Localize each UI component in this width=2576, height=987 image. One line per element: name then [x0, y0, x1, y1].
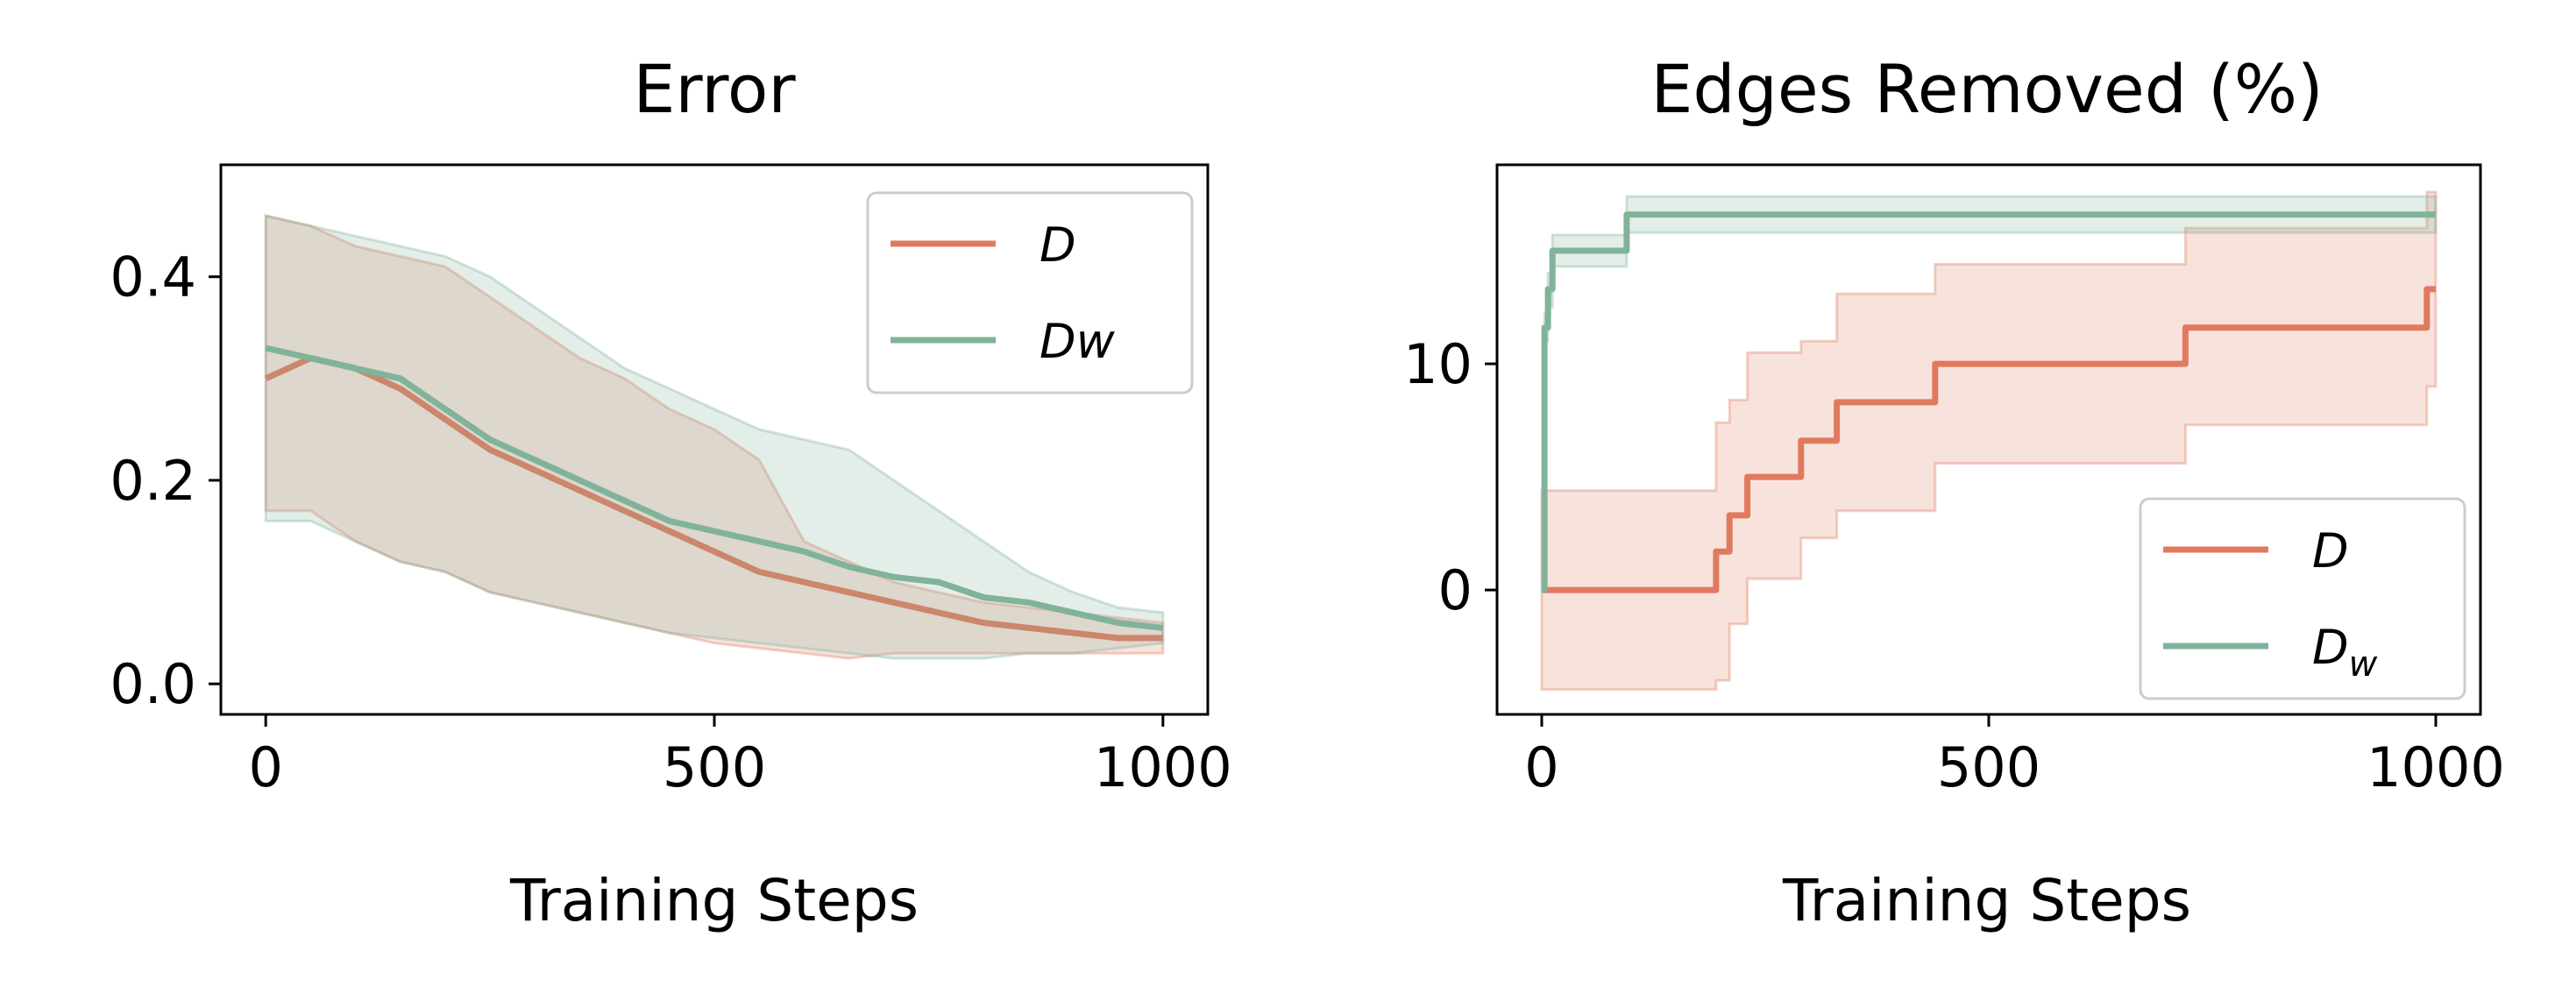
legend-box [866, 191, 1194, 394]
legend: DDw [2139, 497, 2466, 700]
series-line-dw [1541, 211, 2436, 593]
y-tick-label: 0.0 [110, 652, 196, 716]
x-tick-label: 1000 [2367, 735, 2505, 799]
legend: D Dw [866, 191, 1194, 394]
y-tick-label: 0 [1438, 558, 1473, 622]
edges-removed-x-axis-label: Training Steps [1782, 867, 2191, 934]
edges-removed-panel: Edges Removed (%) Training Steps 0 500 100… [1403, 50, 2505, 934]
error-x-axis-label: Training Steps [509, 867, 919, 934]
legend-box [2139, 497, 2466, 700]
series-band-dw [264, 214, 1165, 660]
y-tick-label: 10 [1403, 332, 1473, 396]
series-band-d [264, 214, 1165, 660]
legend-label: D [2312, 523, 2349, 579]
plot-area [264, 214, 1165, 660]
series-line-d [1542, 286, 2436, 593]
legend-label: D [1040, 217, 1076, 273]
error-panel: Error Training Steps 0 500 1000 0.0 0.2 0.4 DD… [110, 50, 1231, 934]
x-tick-label: 0 [1524, 735, 1558, 799]
x-tick-label: 0 [248, 735, 282, 799]
plot-area [1540, 190, 2438, 692]
x-tick-label: 1000 [1094, 735, 1232, 799]
series-band-d [1540, 190, 2438, 692]
error-chart-title: Error [633, 50, 796, 128]
x-tick-label: 500 [1937, 735, 2040, 799]
y-tick-label: 0.2 [110, 449, 196, 513]
legend-label: Dw [1040, 314, 1116, 369]
edges-removed-chart-title: Edges Removed (%) [1650, 50, 2323, 128]
legend-subscript: w [2349, 644, 2378, 685]
y-tick-label: 0.4 [110, 245, 196, 309]
x-tick-label: 500 [663, 735, 766, 799]
